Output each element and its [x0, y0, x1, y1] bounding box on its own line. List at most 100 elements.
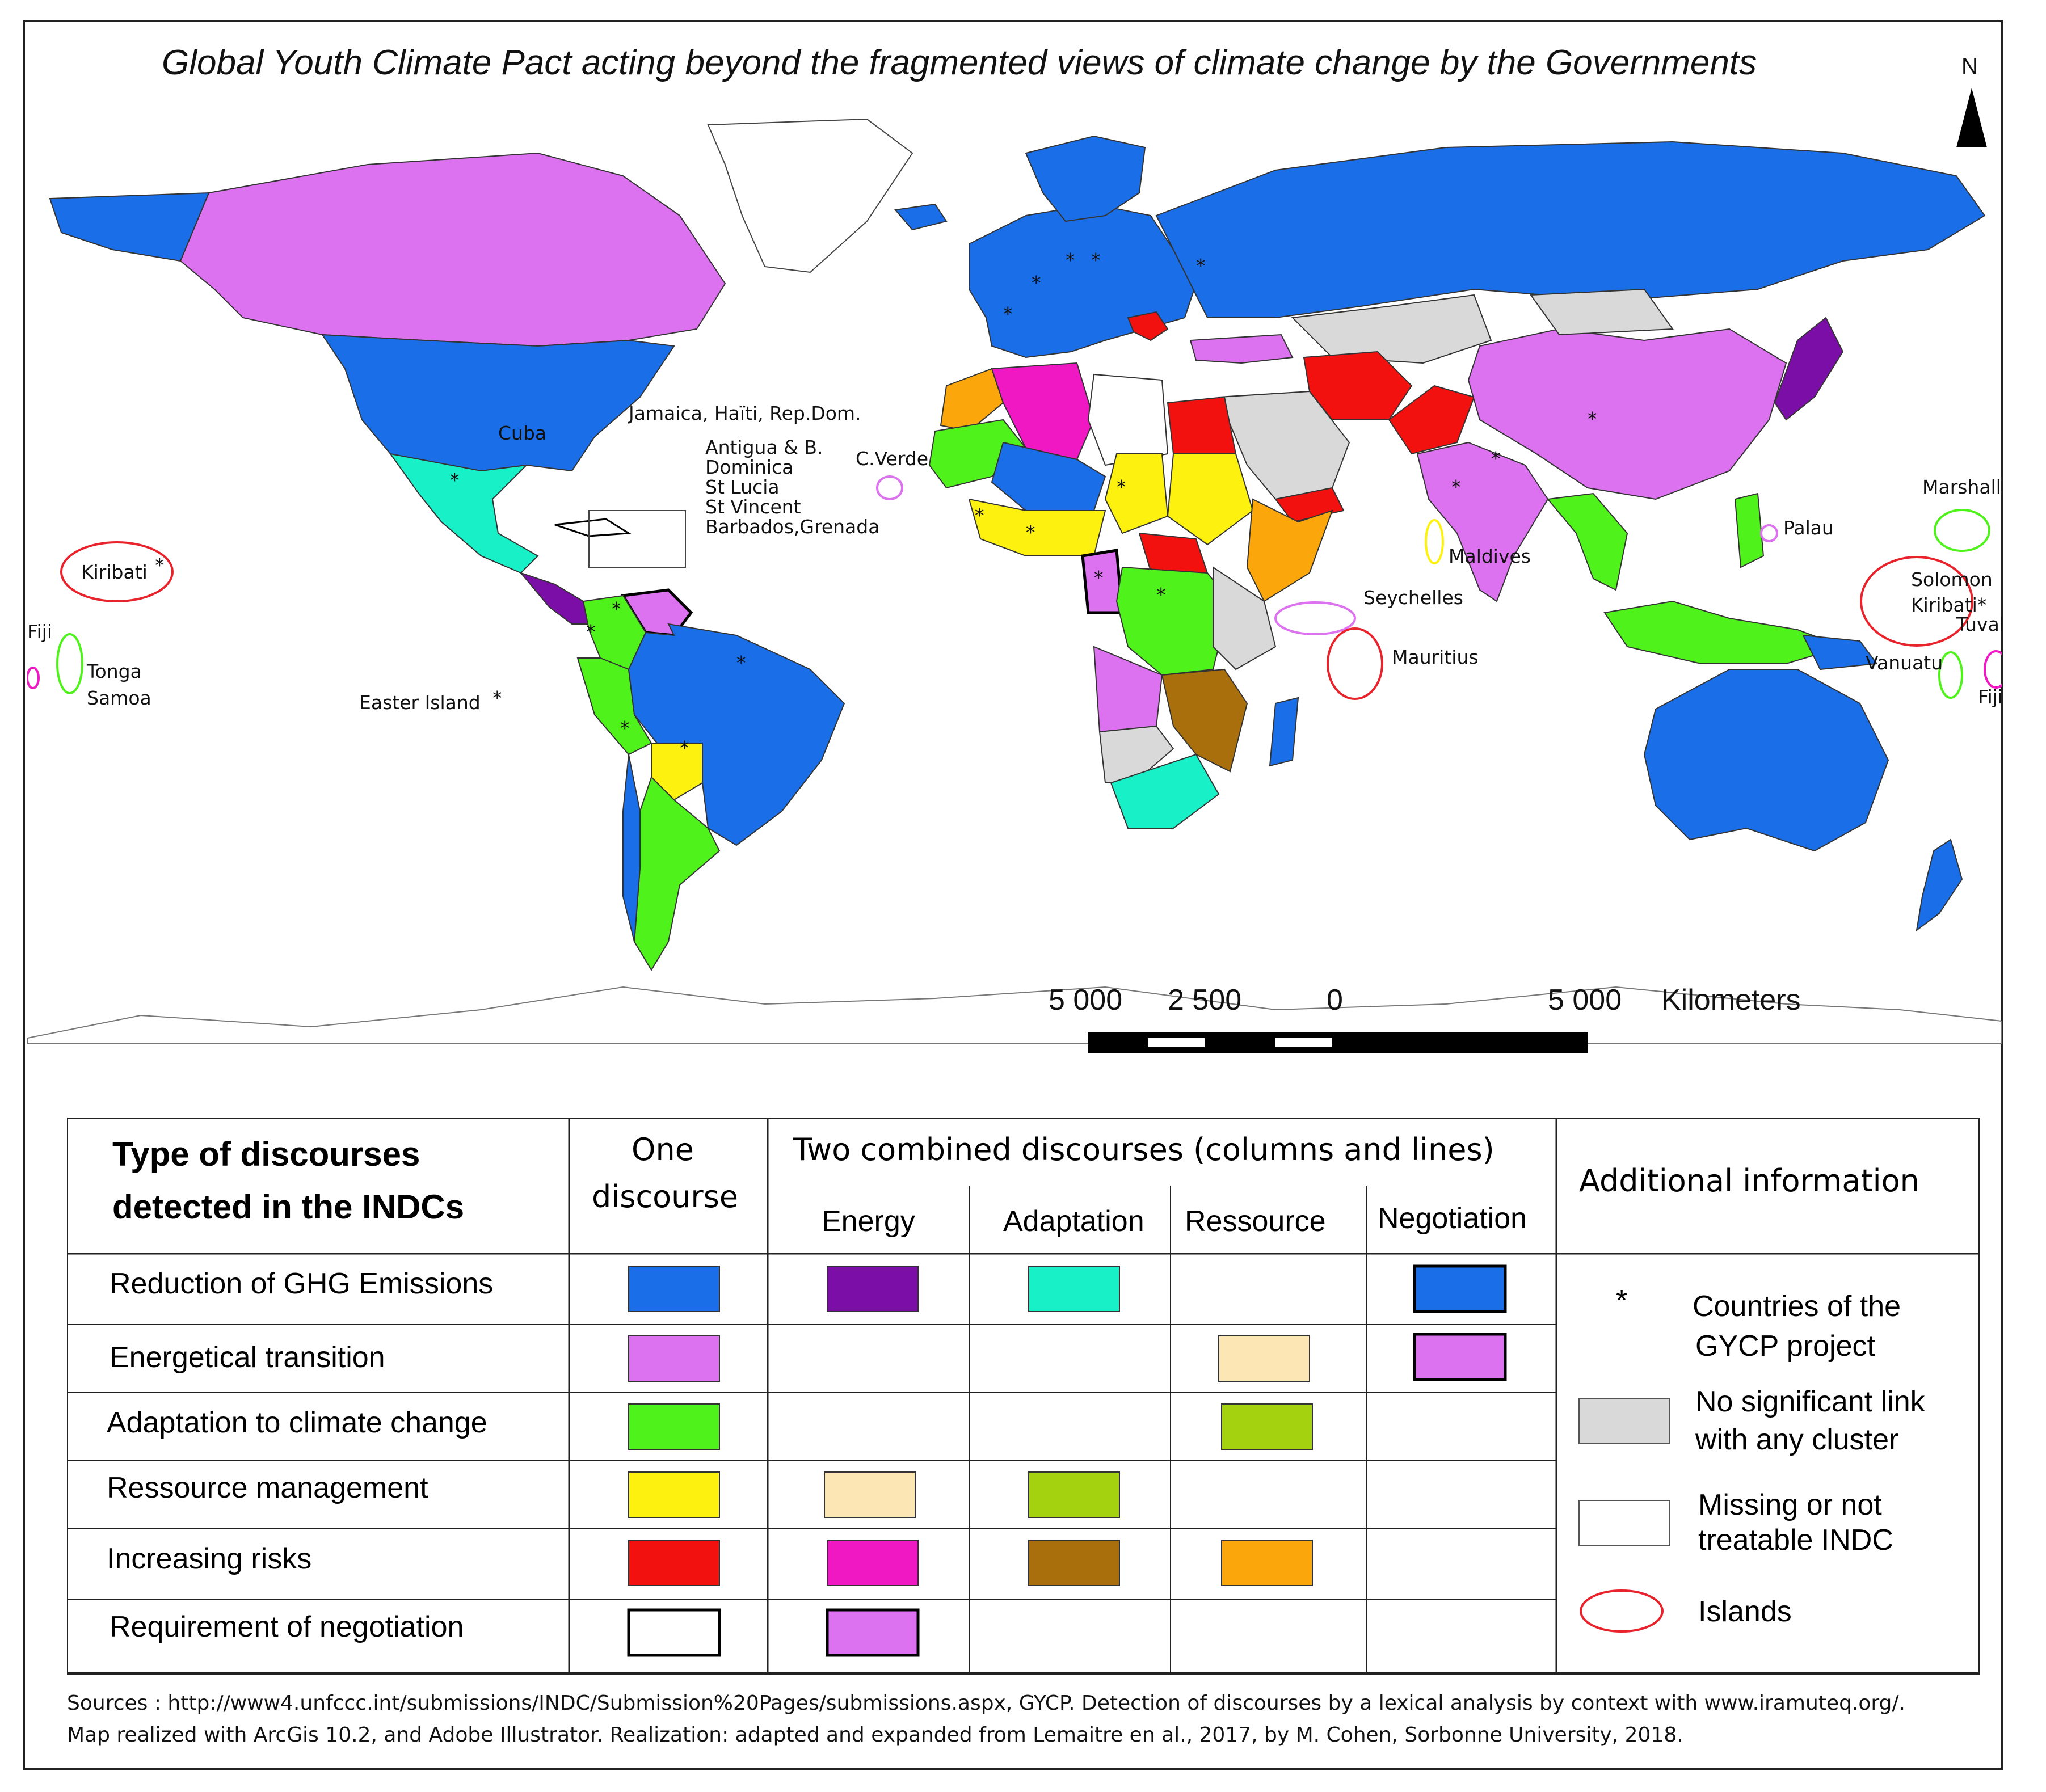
gycp-star-argentina: * — [680, 737, 689, 759]
legend-one-line1: One — [632, 1132, 694, 1167]
fiji-west-ring — [27, 667, 40, 689]
label-stvincent: St Vincent — [705, 496, 801, 518]
greenland — [707, 118, 913, 273]
add-missing-line1: Missing or not — [1698, 1489, 1882, 1521]
new-guinea — [1802, 634, 1878, 671]
gycp-star-cameroon: * — [1094, 567, 1104, 589]
swatch-energetical-negotiation — [1413, 1333, 1507, 1381]
swatch-energetical-ressource — [1218, 1335, 1310, 1382]
gycp-star-europe-1: * — [1003, 303, 1013, 325]
label-samoa: Samoa — [87, 687, 151, 709]
russia — [1155, 141, 1986, 318]
legend-two-title: Two combined discourses (columns and lin… — [793, 1132, 1494, 1167]
scale-bar — [1088, 1032, 1588, 1053]
indonesia — [1603, 600, 1845, 664]
add-nolink-line1: No significant link — [1695, 1385, 1926, 1418]
label-mauritius: Mauritius — [1392, 646, 1479, 668]
kiribati-west-ring — [60, 541, 174, 602]
australia — [1643, 669, 1889, 852]
legend-sub-ressource: Ressource — [1185, 1205, 1326, 1238]
ethiopia-somalia — [1246, 498, 1333, 602]
sudan — [1167, 453, 1254, 546]
label-easter: Easter Island — [359, 691, 481, 714]
scandinavia — [1025, 135, 1146, 222]
gycp-star-guinea: * — [1026, 521, 1035, 543]
balkans-red — [1127, 311, 1169, 341]
legend-sub-energy: Energy — [822, 1205, 915, 1238]
islands-ring-icon — [1580, 1589, 1664, 1633]
swatch-risks-adaptation — [1028, 1540, 1120, 1586]
label-tuvalu: Tuvalu — [1956, 613, 2002, 635]
iceland — [894, 203, 948, 231]
pakistan — [1388, 385, 1475, 455]
madagascar — [1269, 697, 1299, 767]
figure-frame — [23, 20, 2003, 1770]
swatch-missing — [1578, 1500, 1670, 1546]
legend-row-risks: Increasing risks — [107, 1542, 311, 1575]
ecuador-peru — [576, 657, 652, 756]
vanuatu-ring — [1938, 651, 1963, 699]
add-star: * — [1616, 1284, 1627, 1317]
bolivia — [651, 743, 703, 801]
legend-sub-adaptation: Adaptation — [1003, 1205, 1144, 1238]
southeast-asia — [1547, 492, 1628, 591]
north-arrow-icon — [1956, 88, 1987, 147]
swatch-ressource-energy — [824, 1471, 916, 1518]
legend-heading-line2: detected in the INDCs — [112, 1188, 464, 1226]
solomon-kiribati-ring — [1860, 556, 1973, 647]
gycp-star-china: * — [1588, 408, 1597, 430]
seychelles-ring — [1274, 601, 1356, 635]
caribbean-box — [588, 510, 686, 568]
label-maldives: Maldives — [1449, 545, 1531, 567]
gycp-star-mexico: * — [450, 469, 460, 491]
swatch-energetical — [628, 1335, 720, 1382]
antarctica — [27, 986, 2002, 1044]
east-africa — [1213, 566, 1277, 671]
usa — [321, 334, 675, 472]
add-nolink-line2: with any cluster — [1695, 1423, 1898, 1456]
label-marshall: Marshall — [1922, 476, 2001, 498]
label-kiribati-east: Kiribati* — [1911, 594, 1986, 616]
new-zealand — [1916, 838, 1963, 932]
legend-table: Type of discourses detected in the INDCs… — [67, 1118, 1980, 1675]
add-islands: Islands — [1698, 1595, 1792, 1628]
scale-tick-2: 2 500 — [1168, 984, 1241, 1017]
label-tonga: Tonga — [86, 660, 142, 682]
south-africa — [1110, 753, 1220, 829]
scale-tick-4: 5 000 — [1548, 984, 1622, 1017]
label-jamaica: Jamaica, Haïti, Rep.Dom. — [628, 402, 861, 424]
gycp-star-nepal: * — [1491, 448, 1501, 470]
chad — [1104, 453, 1169, 534]
tonga-ring — [56, 633, 83, 694]
sources-note: Sources : http://www4.unfccc.int/submiss… — [67, 1688, 1985, 1751]
sources-line2: Map realized with ArcGis 10.2, and Adobe… — [67, 1723, 1683, 1747]
scale-tick-3: 0 — [1327, 984, 1343, 1017]
scale-tick-1: 5 000 — [1049, 984, 1122, 1017]
gycp-star-europe-3: * — [1066, 249, 1075, 271]
china — [1467, 328, 1787, 500]
zambia-mozambique — [1161, 668, 1248, 773]
marshall-ring — [1934, 509, 1990, 552]
palau-ring — [1760, 524, 1778, 542]
legend-row-adaptation: Adaptation to climate change — [107, 1406, 487, 1439]
add-gycp-line1: Countries of the — [1693, 1290, 1901, 1323]
mongolia — [1530, 288, 1674, 336]
swatch-no-link — [1578, 1398, 1670, 1444]
label-stlucia: St Lucia — [705, 476, 780, 498]
india — [1416, 441, 1549, 602]
egypt — [1167, 396, 1237, 454]
legend-row-negotiation: Requirement of negotiation — [110, 1610, 464, 1643]
turkey — [1189, 334, 1294, 364]
legend-one-line2: discourse — [592, 1179, 738, 1215]
gycp-star-drc: * — [1156, 584, 1166, 606]
morocco — [940, 368, 1004, 432]
add-missing-line2: treatable INDC — [1698, 1524, 1893, 1557]
gycp-star-india: * — [1451, 476, 1461, 498]
label-solomon: Solomon — [1911, 568, 1993, 591]
swatch-risks — [628, 1540, 720, 1586]
swatch-reduction — [628, 1266, 720, 1312]
add-gycp-line2: GYCP project — [1695, 1330, 1876, 1363]
swatch-risks-ressource — [1221, 1540, 1313, 1586]
swatch-ressource — [628, 1471, 720, 1518]
legend-sub-negotiation: Negotiation — [1378, 1202, 1527, 1235]
